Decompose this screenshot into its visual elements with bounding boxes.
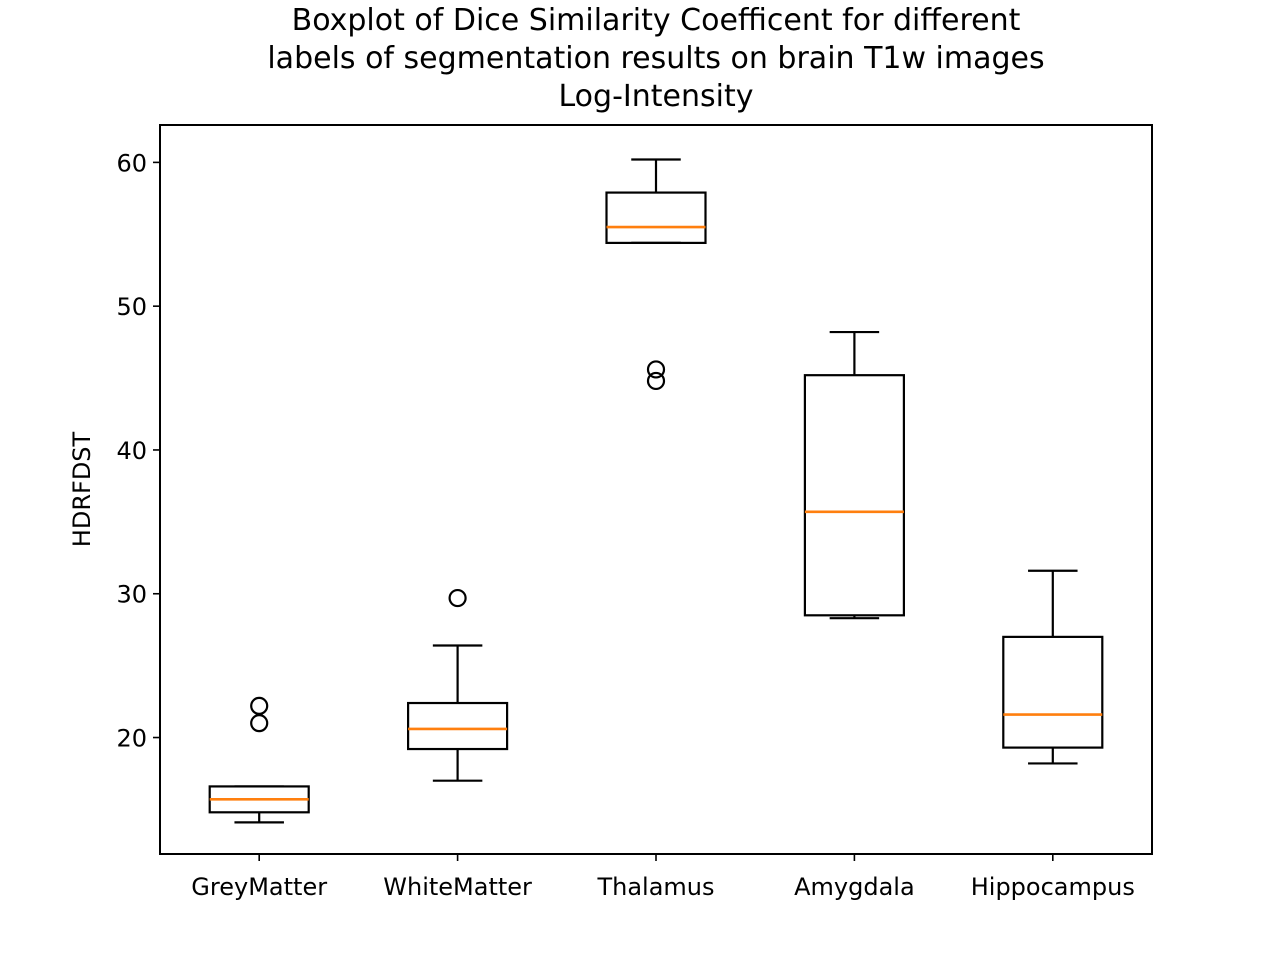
box	[605, 191, 707, 245]
x-axis: GreyMatter WhiteMatter Thalamus Amygdala Hip…	[191, 854, 1135, 901]
y-tick-label: 60	[116, 149, 147, 177]
x-tick-label: GreyMatter	[191, 873, 327, 901]
chart-title-line-1: Boxplot of Dice Similarity Coefficent fo…	[291, 3, 1021, 38]
y-tick-label: 40	[116, 437, 147, 465]
outlier-point	[448, 588, 467, 608]
outlier-point	[646, 371, 666, 391]
y-tick-label: 50	[116, 293, 147, 321]
x-tick-label: WhiteMatter	[383, 873, 532, 901]
x-tick-label: Thalamus	[596, 873, 714, 901]
x-tick-label: Amygdala	[794, 873, 915, 901]
y-tick-label: 30	[116, 581, 147, 609]
box-group	[208, 696, 310, 824]
box	[1002, 635, 1104, 749]
chart-title-line-2: labels of segmentation results on brain …	[267, 41, 1045, 76]
box	[407, 701, 509, 751]
chart-title-line-3: Log-Intensity	[558, 79, 754, 114]
outlier-point	[646, 360, 666, 379]
box	[803, 374, 906, 617]
y-axis: 20 30 40 50 60	[116, 149, 160, 753]
outlier-point	[250, 714, 269, 733]
box-group	[1002, 569, 1104, 765]
y-axis-label: HDRFDST	[68, 431, 96, 547]
box-group	[407, 588, 509, 782]
box-group	[605, 158, 707, 391]
box-group	[803, 330, 906, 620]
y-tick-label: 20	[116, 725, 147, 753]
plot-area	[208, 158, 1104, 824]
outlier-point	[250, 696, 269, 715]
x-tick-label: Hippocampus	[971, 873, 1135, 901]
